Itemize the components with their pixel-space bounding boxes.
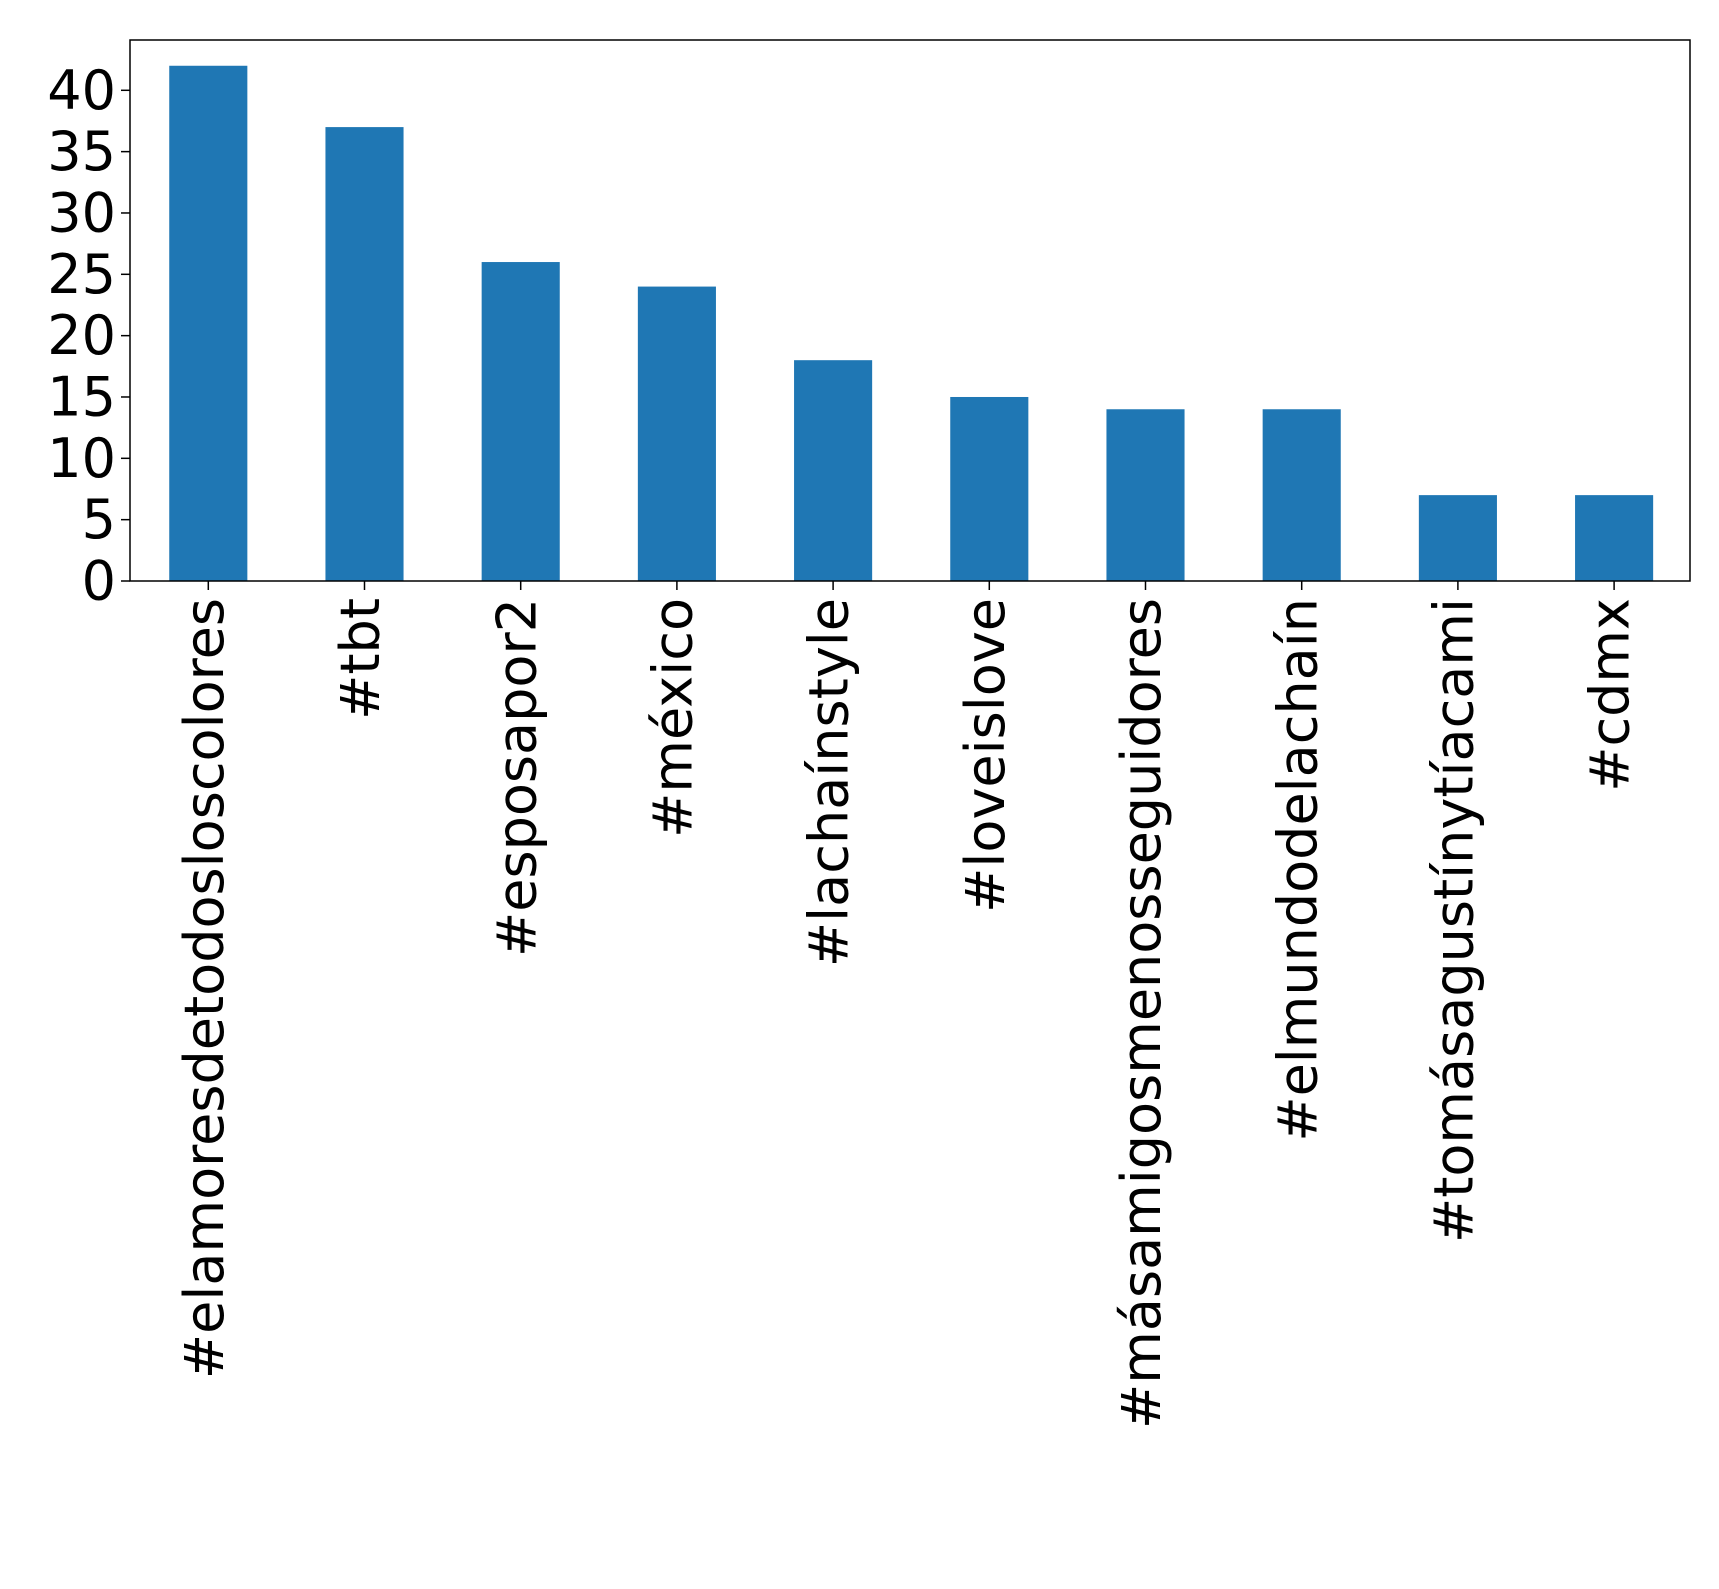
bar bbox=[1418, 495, 1497, 581]
x-tick-label: #elmundodelachaín bbox=[1266, 598, 1329, 1142]
y-tick-label: 15 bbox=[47, 365, 116, 428]
y-tick-label: 40 bbox=[47, 59, 116, 122]
bar bbox=[1262, 409, 1341, 581]
y-tick-label: 25 bbox=[47, 243, 116, 306]
bar bbox=[637, 286, 716, 581]
x-tick-label: #elamoresdetodosloscolores bbox=[173, 598, 236, 1379]
y-tick-label: 10 bbox=[47, 427, 116, 490]
y-tick-label: 20 bbox=[47, 304, 116, 367]
y-tick-label: 0 bbox=[82, 550, 116, 613]
y-tick-label: 5 bbox=[82, 488, 116, 551]
bar bbox=[1106, 409, 1185, 581]
plot-area-frame bbox=[129, 39, 1691, 582]
bar bbox=[950, 396, 1029, 581]
x-axis: #elamoresdetodosloscolores #tbt #esposapor… bbox=[173, 581, 1642, 1429]
x-tick-label: #cdmx bbox=[1579, 598, 1642, 792]
bar bbox=[325, 127, 404, 582]
bar bbox=[1575, 495, 1654, 581]
y-tick-label: 35 bbox=[47, 120, 116, 183]
bar bbox=[481, 262, 560, 581]
x-tick-label: #tbt bbox=[329, 598, 392, 720]
bar bbox=[169, 65, 248, 581]
x-tick-label: #loveislove bbox=[954, 598, 1017, 913]
y-tick-label: 30 bbox=[47, 181, 116, 244]
x-tick-label: #tomásagustínytíacami bbox=[1423, 598, 1486, 1243]
x-tick-label: #esposapor2 bbox=[485, 598, 548, 957]
x-tick-label: #lachaínstyle bbox=[798, 598, 861, 967]
x-tick-label: #másamigosmenosseguidores bbox=[1110, 598, 1173, 1429]
x-tick-label: #méxico bbox=[642, 598, 705, 838]
bars-group bbox=[169, 65, 1654, 582]
bar bbox=[794, 360, 873, 581]
